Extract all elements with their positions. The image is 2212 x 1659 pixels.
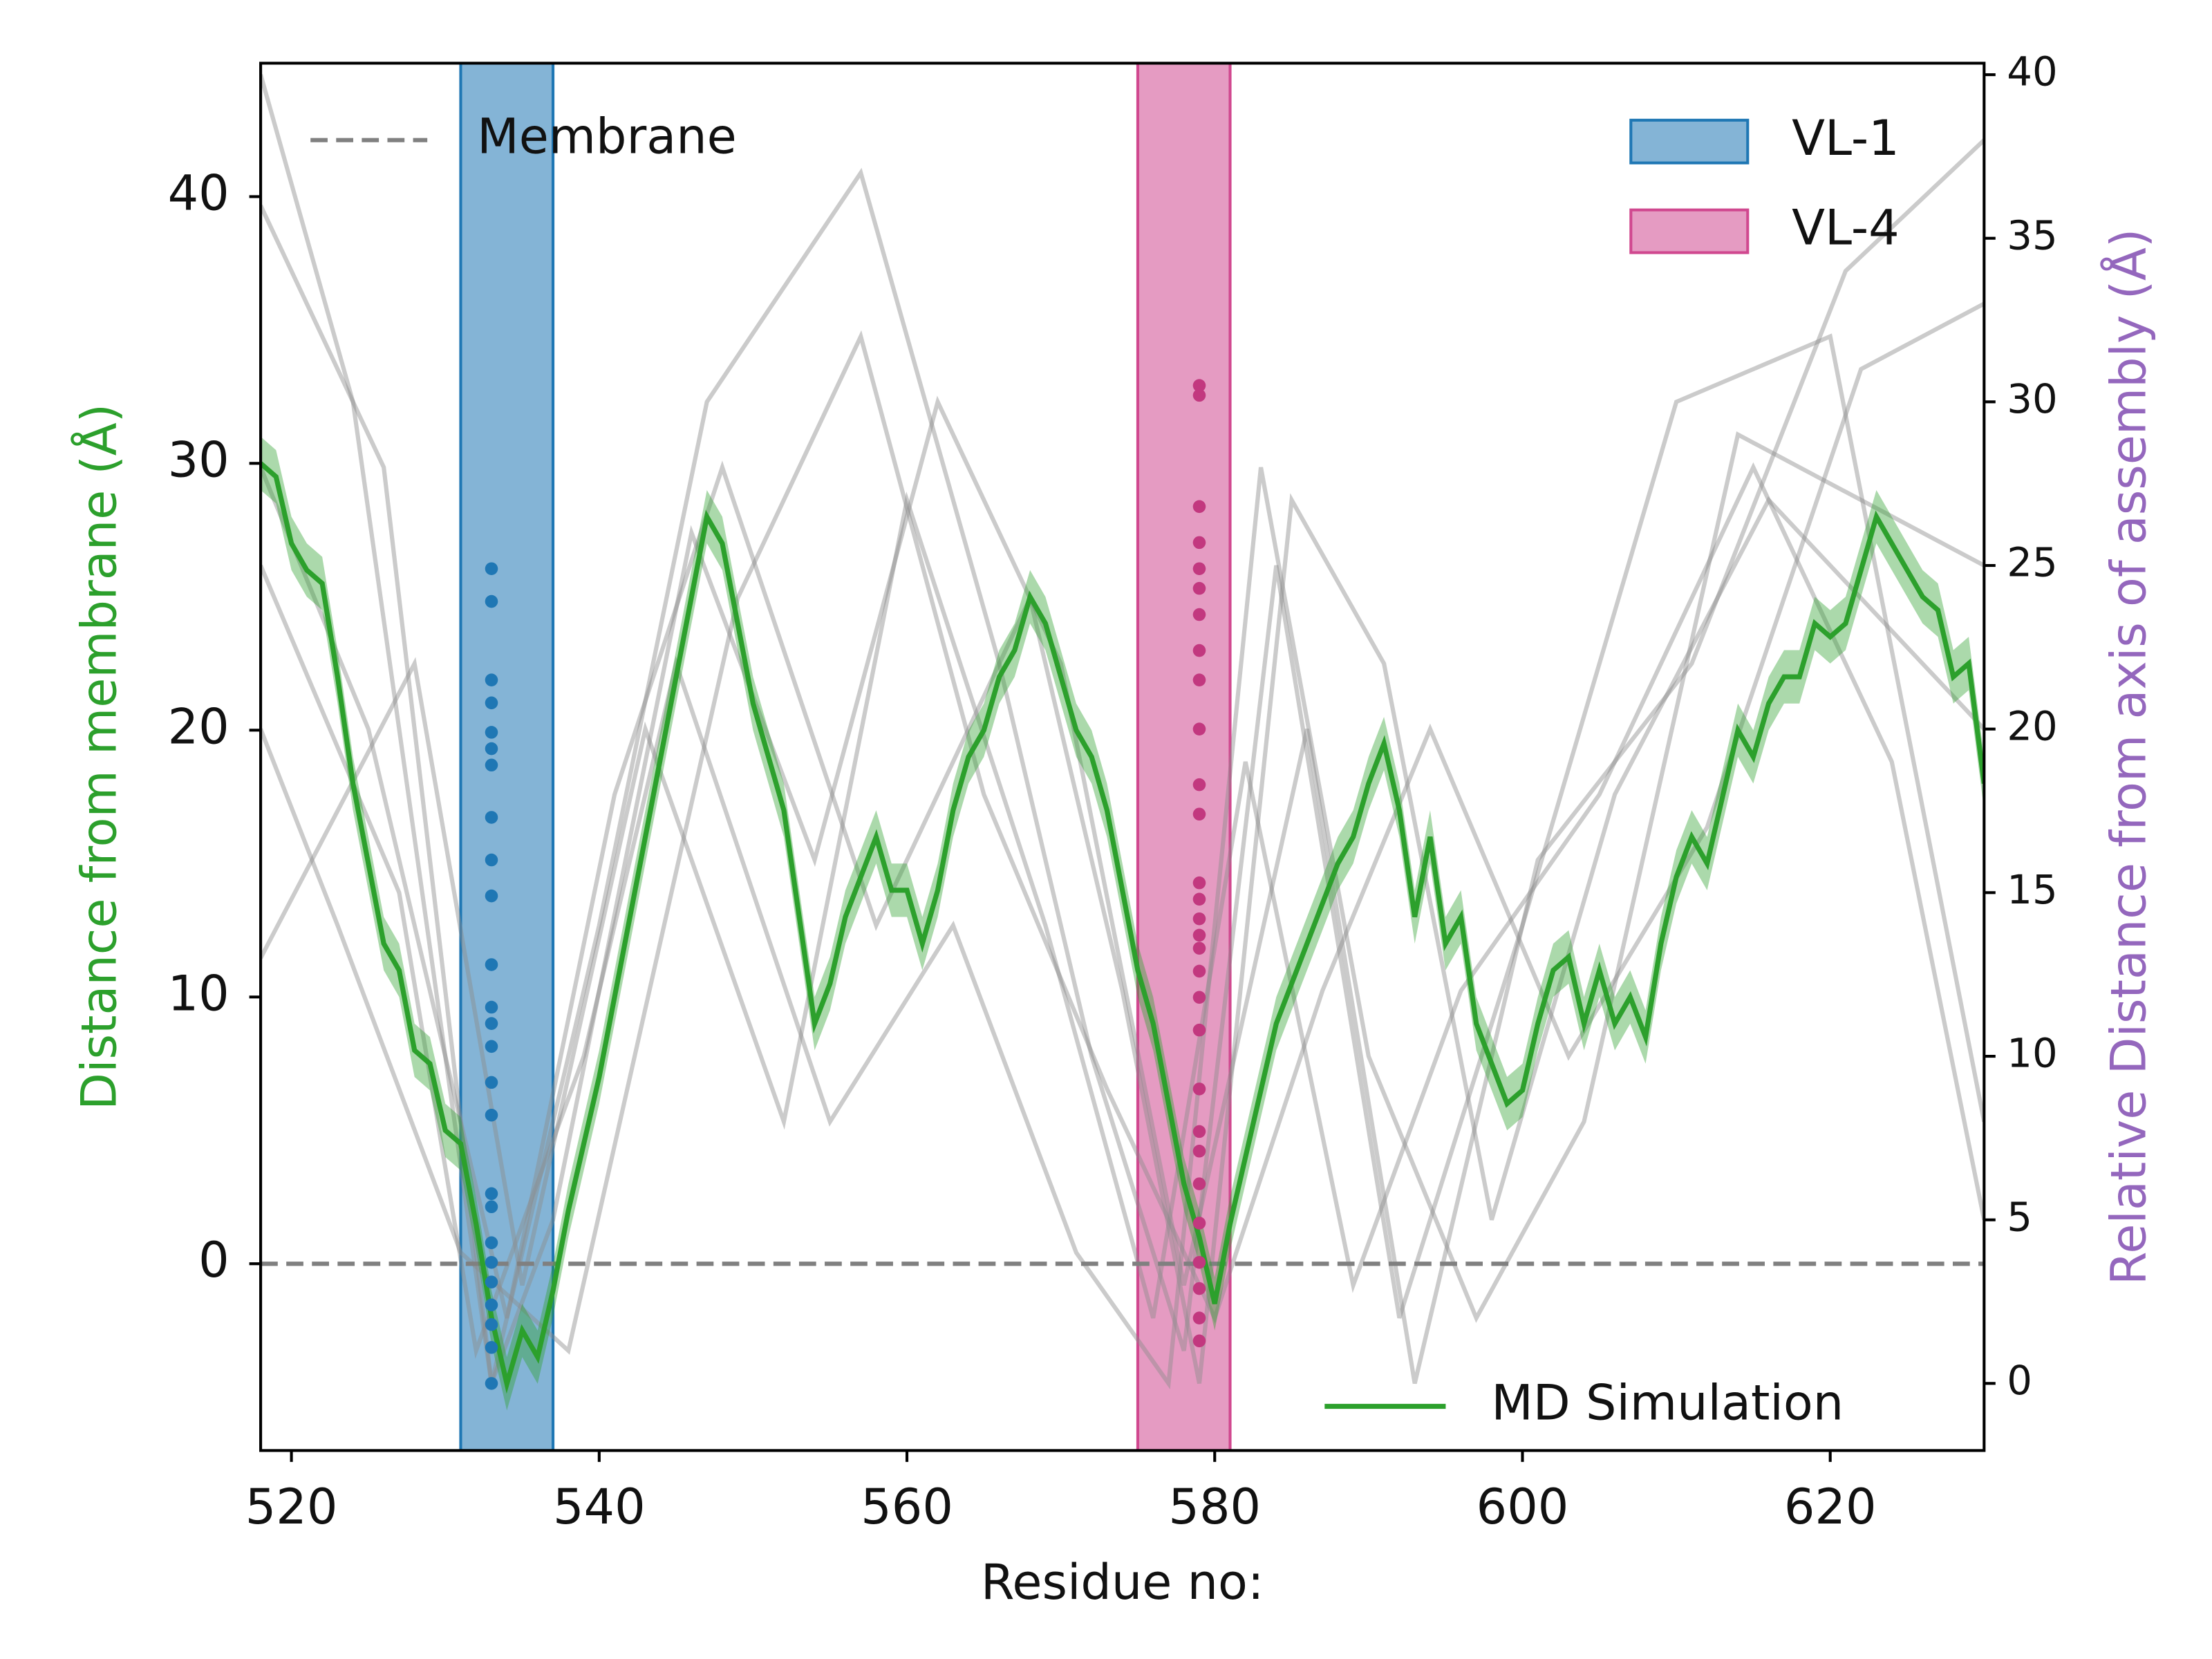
dot — [1192, 912, 1206, 926]
dot — [485, 1017, 498, 1030]
dot — [485, 1200, 498, 1214]
dot — [1192, 388, 1206, 402]
x-tick-label: 580 — [1168, 1479, 1261, 1535]
dot — [1192, 608, 1206, 621]
dot — [1192, 581, 1206, 595]
dot — [485, 1076, 498, 1089]
dot — [485, 1187, 498, 1201]
dot — [485, 673, 498, 686]
dot — [1192, 722, 1206, 735]
legend-label: Membrane — [477, 109, 736, 165]
dot — [1192, 1082, 1206, 1096]
trace-line — [261, 167, 1985, 1385]
dot — [1192, 673, 1206, 686]
dot — [485, 696, 498, 710]
y-tick-label: 30 — [168, 431, 229, 488]
trace-line — [261, 431, 1985, 1389]
y-tick-label: 0 — [198, 1232, 229, 1288]
dot — [1192, 644, 1206, 657]
dot — [1192, 876, 1206, 890]
y2-tick-label: 40 — [2007, 48, 2057, 95]
y2-tick-label: 25 — [2007, 539, 2057, 586]
dot — [1192, 892, 1206, 906]
dot — [1192, 536, 1206, 550]
dot — [1192, 1177, 1206, 1190]
x-tick-label: 540 — [553, 1479, 646, 1535]
dot — [485, 1377, 498, 1390]
dot — [485, 726, 498, 739]
dot — [1192, 1311, 1206, 1324]
dot — [485, 1341, 498, 1354]
y2-axis-label: Relative Distance from axis of assembly … — [2101, 229, 2157, 1285]
legend-label: MD Simulation — [1491, 1375, 1844, 1432]
trace-line — [261, 74, 1985, 1385]
dot — [485, 742, 498, 756]
dot — [1192, 1125, 1206, 1138]
dot — [485, 1318, 498, 1331]
x-axis-label: Residue no: — [981, 1554, 1264, 1611]
dot — [485, 1255, 498, 1269]
dot — [485, 811, 498, 824]
dot — [485, 1108, 498, 1122]
x-tick-label: 520 — [245, 1479, 338, 1535]
trace-line — [261, 460, 1985, 1384]
dot — [1192, 778, 1206, 791]
dot — [1192, 928, 1206, 942]
dot — [1192, 379, 1206, 392]
y2-tick-label: 10 — [2007, 1030, 2057, 1077]
dot — [485, 1298, 498, 1312]
dot — [485, 958, 498, 971]
y-tick-label: 10 — [168, 965, 229, 1022]
legend-label: VL-1 — [1792, 110, 1900, 167]
dot — [1192, 991, 1206, 1004]
dot — [1192, 1217, 1206, 1230]
plot-area — [261, 63, 1985, 1451]
dot — [485, 1040, 498, 1053]
dot — [485, 594, 498, 608]
y-tick-label: 20 — [168, 698, 229, 755]
x-tick-label: 560 — [861, 1479, 953, 1535]
dot — [1192, 500, 1206, 514]
dot — [1192, 1255, 1206, 1269]
y2-tick-label: 20 — [2007, 702, 2057, 749]
legend-symbol — [1629, 118, 1750, 165]
x-tick-label: 600 — [1477, 1479, 1569, 1535]
dot — [485, 889, 498, 903]
region — [1136, 63, 1232, 1451]
legend-symbol — [1629, 208, 1750, 254]
dot — [485, 1000, 498, 1014]
axes-frame — [259, 62, 1986, 1452]
y2-tick-label: 5 — [2007, 1193, 2032, 1240]
dot — [485, 1236, 498, 1250]
y2-tick-label: 35 — [2007, 212, 2057, 259]
dot — [1192, 941, 1206, 955]
dot — [1192, 807, 1206, 821]
dot — [1192, 1282, 1206, 1295]
dot — [1192, 562, 1206, 576]
y-tick-label: 40 — [168, 165, 229, 221]
dot — [485, 1275, 498, 1288]
series-line — [261, 461, 1985, 1394]
dot — [1192, 1145, 1206, 1158]
dot — [1192, 1334, 1206, 1348]
legend-label: VL-4 — [1792, 200, 1900, 256]
trace-line — [261, 462, 1985, 1319]
y-axis-label: Distance from membrane (Å) — [71, 404, 127, 1110]
y2-tick-label: 0 — [2007, 1357, 2032, 1404]
y2-tick-label: 15 — [2007, 866, 2057, 913]
y2-tick-label: 30 — [2007, 375, 2057, 422]
dot — [1192, 964, 1206, 978]
dot — [485, 758, 498, 772]
dot — [1192, 1023, 1206, 1037]
x-tick-label: 620 — [1784, 1479, 1877, 1535]
dot — [485, 853, 498, 867]
dot — [485, 562, 498, 576]
